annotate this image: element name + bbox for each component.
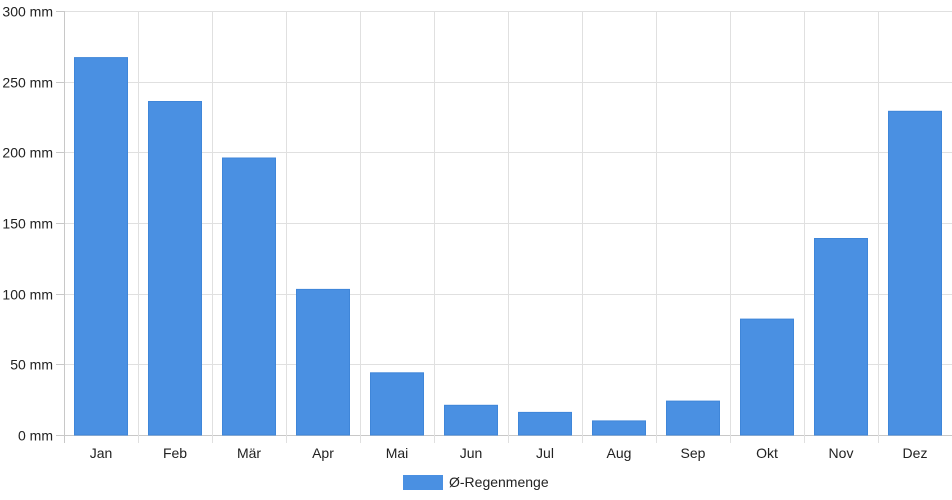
x-tick-label: Aug	[607, 445, 632, 461]
legend[interactable]: Ø-Regenmenge	[403, 474, 549, 490]
x-axis: Jan Feb Mär Apr Mai Jun Jul Aug Sep Okt Nov Dez	[90, 445, 928, 461]
grid-lines	[64, 11, 952, 443]
x-tick-label: Okt	[756, 445, 778, 461]
x-tick-label: Nov	[829, 445, 854, 461]
bar-mär[interactable]	[222, 157, 276, 436]
bar-jan[interactable]	[74, 57, 128, 436]
x-tick-label: Dez	[903, 445, 928, 461]
bar-apr[interactable]	[296, 288, 350, 436]
bar-feb[interactable]	[148, 101, 202, 436]
y-tick-label: 300 mm	[2, 4, 53, 20]
x-tick-label: Jul	[536, 445, 554, 461]
x-tick-label: Sep	[681, 445, 706, 461]
x-tick-label: Mai	[386, 445, 409, 461]
x-tick-label: Jun	[460, 445, 483, 461]
bar-okt[interactable]	[740, 318, 794, 436]
y-tick-label: 150 mm	[2, 216, 53, 232]
bar-jun[interactable]	[444, 404, 498, 436]
x-tick-label: Mär	[237, 445, 261, 461]
bar-mai[interactable]	[370, 372, 424, 436]
y-tick-label: 100 mm	[2, 287, 53, 303]
legend-swatch[interactable]	[403, 475, 443, 490]
x-tick-label: Feb	[163, 445, 187, 461]
bar-aug[interactable]	[592, 420, 646, 436]
y-tick-label: 200 mm	[2, 145, 53, 161]
bar-nov[interactable]	[814, 238, 868, 436]
y-tick-label: 250 mm	[2, 75, 53, 91]
y-tick-label: 0 mm	[18, 428, 53, 444]
x-tick-label: Apr	[312, 445, 334, 461]
y-tick-label: 50 mm	[10, 357, 53, 373]
y-axis: 0 mm 50 mm 100 mm 150 mm 200 mm 250 mm 300 mm	[2, 4, 64, 444]
bar-dez[interactable]	[888, 110, 942, 436]
legend-label[interactable]: Ø-Regenmenge	[449, 474, 549, 490]
bar-sep[interactable]	[666, 400, 720, 436]
bars	[74, 57, 942, 436]
bar-jul[interactable]	[518, 411, 572, 436]
x-tick-label: Jan	[90, 445, 113, 461]
